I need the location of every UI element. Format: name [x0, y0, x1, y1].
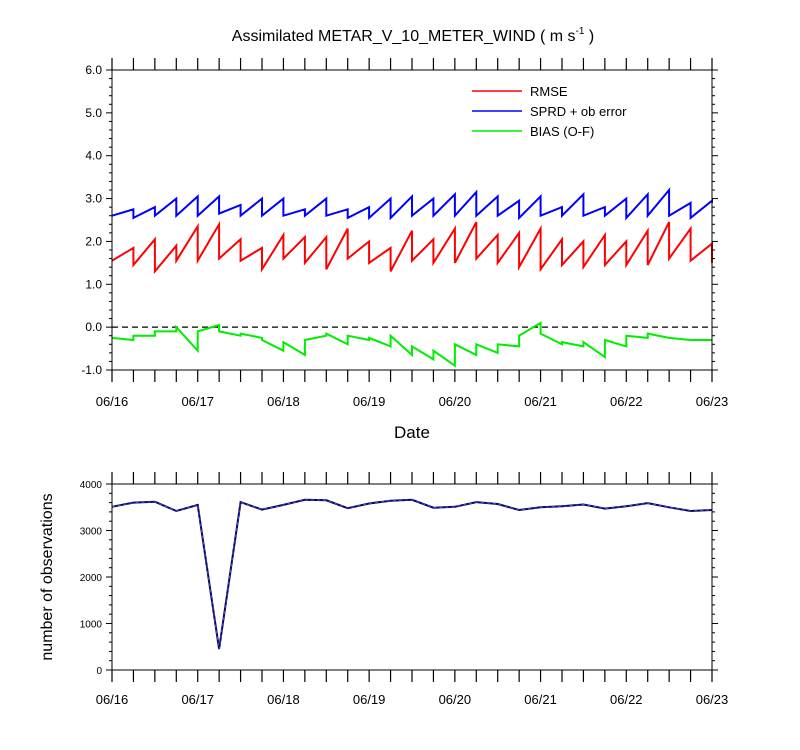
series-line-bias [111, 321, 712, 368]
x-tick-label: 06/20 [439, 394, 472, 409]
bottom-plot-frame [111, 483, 713, 671]
y-tick-label: 3000 [80, 527, 103, 538]
x-tick-label: 06/20 [439, 692, 472, 707]
top-chart-axes: -1.0 0.0 1.0 2.0 3.0 4.0 5.0 6.0 06/16 06/17 06/18… [81, 58, 728, 409]
bottom-chart: 0 1000 2000 3000 4000 06/16 06/17 06/18 06/19 06/… [39, 472, 728, 707]
legend: RMSE SPRD + ob error BIAS (O-F) [472, 84, 627, 139]
legend-label-sprd: SPRD + ob error [530, 104, 627, 119]
x-tick-label: 06/22 [610, 692, 643, 707]
x-tick-label: 06/16 [96, 692, 129, 707]
x-tick-label: 06/23 [696, 692, 729, 707]
x-tick-label: 06/21 [524, 394, 557, 409]
y-tick-label: 6.0 [85, 63, 102, 77]
x-tick-label: 06/23 [696, 394, 729, 409]
legend-label-rmse: RMSE [530, 84, 568, 99]
y-tick-label: 4.0 [85, 149, 102, 163]
series-line-sprd [111, 187, 713, 221]
y-tick-label: 3.0 [85, 192, 102, 206]
y-tick-label: 0 [96, 666, 102, 677]
x-tick-label: 06/21 [524, 692, 557, 707]
top-chart-series [111, 187, 713, 368]
x-tick-label: 06/18 [267, 692, 300, 707]
series-line-rmse [111, 220, 713, 275]
y-tick-label: 1000 [80, 620, 103, 631]
x-tick-label: 06/22 [610, 394, 643, 409]
bottom-chart-axes: 0 1000 2000 3000 4000 06/16 06/17 06/18 06/19 06/… [80, 472, 729, 707]
legend-label-bias: BIAS (O-F) [530, 124, 594, 139]
y-tick-label: 1.0 [85, 277, 102, 291]
y-tick-label: 2.0 [85, 234, 102, 248]
x-axis-title: Date [394, 423, 430, 442]
y-tick-label: 4000 [80, 480, 103, 491]
bottom-chart-series [111, 498, 713, 650]
x-tick-label: 06/18 [267, 394, 300, 409]
series-line-observations [111, 498, 713, 650]
title-main: Assimilated METAR_V_10_METER_WIND ( m s [232, 28, 576, 45]
y-tick-label: 5.0 [85, 106, 102, 120]
x-tick-label: 06/16 [96, 394, 129, 409]
x-tick-label: 06/19 [353, 692, 386, 707]
y-tick-label: 2000 [80, 573, 103, 584]
y-tick-label: 0.0 [85, 320, 102, 334]
y-tick-label: -1.0 [81, 363, 102, 377]
x-tick-label: 06/17 [181, 394, 214, 409]
x-tick-label: 06/19 [353, 394, 386, 409]
x-tick-label: 06/17 [181, 692, 214, 707]
chart-title: Assimilated METAR_V_10_METER_WIND ( m s-… [232, 26, 594, 45]
title-end: ) [584, 28, 594, 45]
y-axis-title-observations: number of observations [39, 493, 56, 660]
title-superscript: -1 [576, 26, 585, 37]
series-line-observations-dash [111, 499, 713, 650]
top-chart: Assimilated METAR_V_10_METER_WIND ( m s-… [81, 26, 728, 442]
